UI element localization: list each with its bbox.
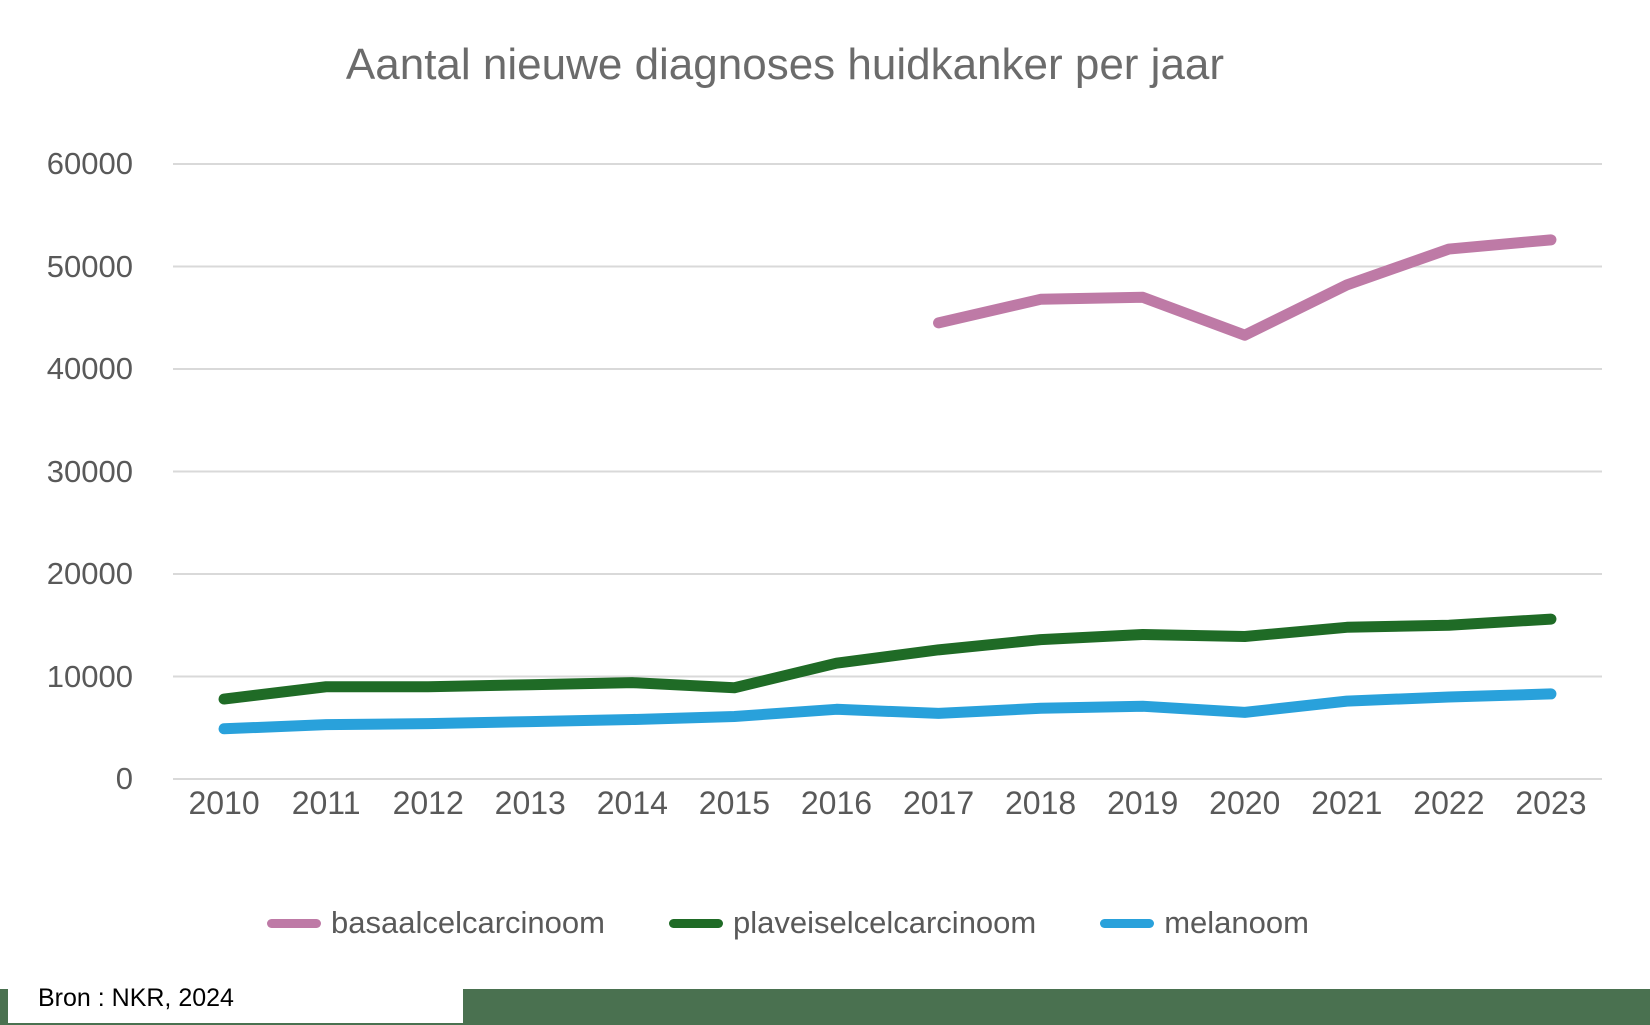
x-axis-tick-label: 2016 xyxy=(800,785,873,821)
melanoom-swatch-icon xyxy=(1100,918,1155,928)
legend-label: basaalcelcarcinoom xyxy=(331,905,605,940)
chart-title: Aantal nieuwe diagnoses huidkanker per j… xyxy=(345,40,1225,89)
y-axis-tick-label: 60000 xyxy=(46,146,133,181)
x-axis-tick-label: 2020 xyxy=(1209,785,1281,821)
source-box: Bron : NKR, 2024 xyxy=(8,974,463,1023)
legend-item-plaveiselcelcarcinoom: plaveiselcelcarcinoom xyxy=(668,905,1037,941)
y-axis-tick-label: 20000 xyxy=(46,556,133,591)
x-axis-tick-label: 2015 xyxy=(698,785,770,821)
y-axis-tick-label: 10000 xyxy=(46,658,133,694)
x-axis-tick-label: 2013 xyxy=(494,785,566,821)
series-line-basaalcelcarcinoom xyxy=(933,234,1557,341)
y-axis-tick-label: 0 xyxy=(115,761,133,796)
legend-item-melanoom: melanoom xyxy=(1100,905,1309,941)
x-axis-tick-label: 2014 xyxy=(596,785,668,821)
legend-label: melanoom xyxy=(1164,905,1309,940)
series-line-plaveiselcelcarcinoom xyxy=(218,613,1557,705)
x-axis-tick-label: 2011 xyxy=(291,785,361,821)
x-axis-tick-label: 2018 xyxy=(1005,785,1077,821)
source-text: Bron : NKR, 2024 xyxy=(38,984,234,1012)
y-axis-tick-label: 30000 xyxy=(46,453,133,489)
x-axis-tick-label: 2022 xyxy=(1413,785,1485,821)
plaveiselcelcarcinoom-swatch-icon xyxy=(668,918,723,928)
x-axis-tick-label: 2021 xyxy=(1311,785,1383,821)
x-axis-tick-label: 2023 xyxy=(1515,785,1587,821)
x-axis-tick-label: 2012 xyxy=(392,785,464,821)
legend: basaalcelcarcinoom plaveiselcelcarcinoom… xyxy=(0,905,1576,941)
y-axis-tick-label: 40000 xyxy=(46,351,133,386)
x-axis-tick-label: 2017 xyxy=(902,785,975,821)
x-axis-tick-label: 2010 xyxy=(188,785,260,821)
basaalcelcarcinoom-swatch-icon xyxy=(267,918,321,928)
x-axis-tick-label: 2019 xyxy=(1107,785,1179,821)
y-axis-tick-label: 50000 xyxy=(46,248,133,284)
legend-item-basaalcelcarcinoom: basaalcelcarcinoom xyxy=(267,905,605,941)
legend-label: plaveiselcelcarcinoom xyxy=(732,905,1037,940)
series-line-melanoom xyxy=(218,688,1557,735)
chart-canvas xyxy=(173,163,1602,780)
